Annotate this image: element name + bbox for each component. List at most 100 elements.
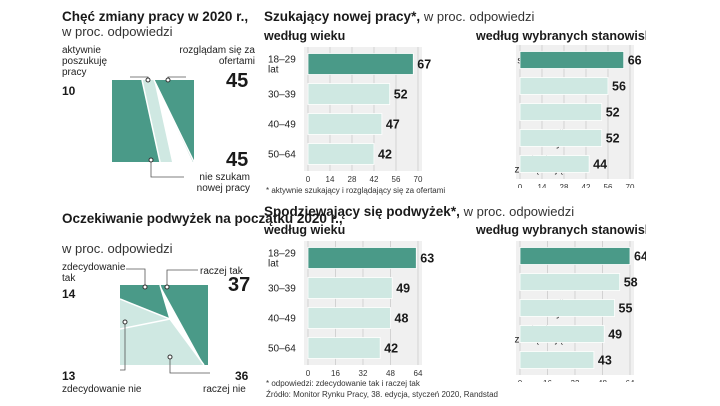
- value-label: 44: [593, 158, 607, 172]
- value-label: 52: [394, 88, 408, 102]
- label-def-yes: zdecydowanie tak: [62, 262, 126, 284]
- bar: [519, 51, 625, 69]
- tick-label: 16: [543, 379, 552, 382]
- chart-raise-position: według wybranych stanowisk016324864inżyn…: [476, 223, 646, 382]
- bar: [307, 143, 375, 165]
- tick-label: 56: [604, 183, 613, 188]
- footnote-1: * aktywnie szukający i rozglądający się …: [266, 186, 446, 195]
- pie1-leaders: [130, 76, 186, 178]
- bar: [519, 103, 603, 121]
- bar: [519, 77, 609, 95]
- header1-title: Szukający nowej pracy*,: [264, 9, 421, 24]
- bar: [519, 273, 621, 291]
- value-active: 10: [62, 84, 76, 98]
- bar: [519, 299, 615, 317]
- bar: [307, 83, 391, 105]
- footnote-2: * odpowiedzi: zdecydowanie tak i raczej …: [266, 379, 420, 388]
- category-label: 30–39: [268, 90, 296, 101]
- section2-subtitle: w proc. odpowiedzi: [62, 241, 173, 256]
- value-label: 64: [634, 250, 646, 264]
- value-label: 42: [384, 342, 398, 356]
- square-pie-1: [112, 80, 194, 162]
- tick-label: 0: [306, 369, 311, 378]
- label-active: aktywnie poszukuję pracy: [62, 45, 108, 78]
- bar: [519, 247, 631, 265]
- bar: [307, 53, 414, 75]
- label-def-no: zdecydowanie nie: [62, 384, 142, 395]
- tick-label: 16: [331, 369, 340, 378]
- category-label: 30–39: [268, 284, 296, 295]
- section1-subtitle: w proc. odpowiedzi: [62, 24, 173, 39]
- category-label: 50–64: [268, 150, 296, 161]
- tick-label: 14: [538, 183, 547, 188]
- section2-title: Oczekiwanie podwyżek na początku 2020 r.…: [62, 211, 343, 226]
- tick-label: 42: [582, 183, 591, 188]
- value-rather-no: 36: [235, 369, 249, 383]
- tick-label: 32: [571, 379, 580, 382]
- category-label: 18–29: [268, 55, 296, 66]
- value-label: 63: [420, 252, 434, 266]
- value-def-no: 13: [62, 369, 76, 383]
- pie2-slice-def-yes: [120, 285, 170, 319]
- value-not: 45: [226, 149, 249, 171]
- tick-label: 48: [386, 369, 395, 378]
- tick-label: 32: [359, 369, 368, 378]
- value-label: 52: [606, 106, 620, 120]
- tick-label: 0: [518, 183, 523, 188]
- label-rather-no: raczej nie: [203, 384, 246, 395]
- tick-label: 28: [560, 183, 569, 188]
- bar: [307, 337, 381, 359]
- tick-label: 64: [626, 379, 635, 382]
- value-rather-yes: 37: [228, 274, 251, 296]
- bar: [307, 307, 391, 329]
- bar: [519, 155, 590, 173]
- pie2-leaders: [120, 268, 210, 374]
- value-label: 52: [606, 132, 620, 146]
- chart-job-position: według wybranych stanowisk01428425670spr…: [476, 29, 646, 188]
- bar: [519, 325, 605, 343]
- header1: Szukający nowej pracy*, w proc. odpowied…: [264, 9, 534, 24]
- category-label: 50–64: [268, 344, 296, 355]
- value-label: 67: [417, 58, 431, 72]
- value-label: 56: [612, 80, 626, 94]
- bar: [307, 277, 393, 299]
- value-label: 66: [628, 54, 642, 68]
- section1-title: Chęć zmiany pracy w 2020 r.,: [62, 9, 249, 24]
- category-label: 40–49: [268, 314, 296, 325]
- label-looking: rozglądam się za ofertami: [179, 45, 255, 67]
- tick-label: 14: [326, 175, 335, 184]
- tick-label: 70: [626, 183, 635, 188]
- tick-label: 28: [348, 175, 357, 184]
- category-label: lat: [268, 65, 279, 76]
- chart-heading: według wieku: [264, 223, 345, 237]
- value-label: 49: [608, 328, 622, 342]
- value-label: 49: [396, 282, 410, 296]
- tick-label: 0: [518, 379, 523, 382]
- header2-title: Spodziewający się podwyżek*,: [264, 204, 460, 219]
- value-label: 42: [378, 148, 392, 162]
- pie1-slice-not: [112, 80, 160, 162]
- bar: [307, 113, 383, 135]
- label-rather-yes: raczej tak: [200, 266, 243, 277]
- bar: [307, 247, 417, 269]
- pie2-slice-rather-yes: [160, 285, 208, 365]
- tick-label: 56: [392, 175, 401, 184]
- value-label: 58: [624, 276, 638, 290]
- category-label: 40–49: [268, 120, 296, 131]
- chart-heading: według wybranych stanowisk: [476, 29, 646, 43]
- tick-label: 48: [598, 379, 607, 382]
- value-label: 48: [395, 312, 409, 326]
- header1-subtitle: w proc. odpowiedzi: [423, 9, 535, 24]
- value-looking: 45: [226, 70, 249, 92]
- chart-heading: według wybranych stanowisk: [476, 223, 646, 237]
- tick-label: 64: [414, 369, 423, 378]
- bar: [519, 351, 595, 369]
- value-def-yes: 14: [62, 287, 76, 301]
- category-label: lat: [268, 259, 279, 270]
- category-label: 18–29: [268, 249, 296, 260]
- pie2-slice-rather-no: [120, 319, 204, 365]
- value-label: 47: [386, 118, 400, 132]
- label-not: nie szukam nowej pracy: [196, 172, 250, 194]
